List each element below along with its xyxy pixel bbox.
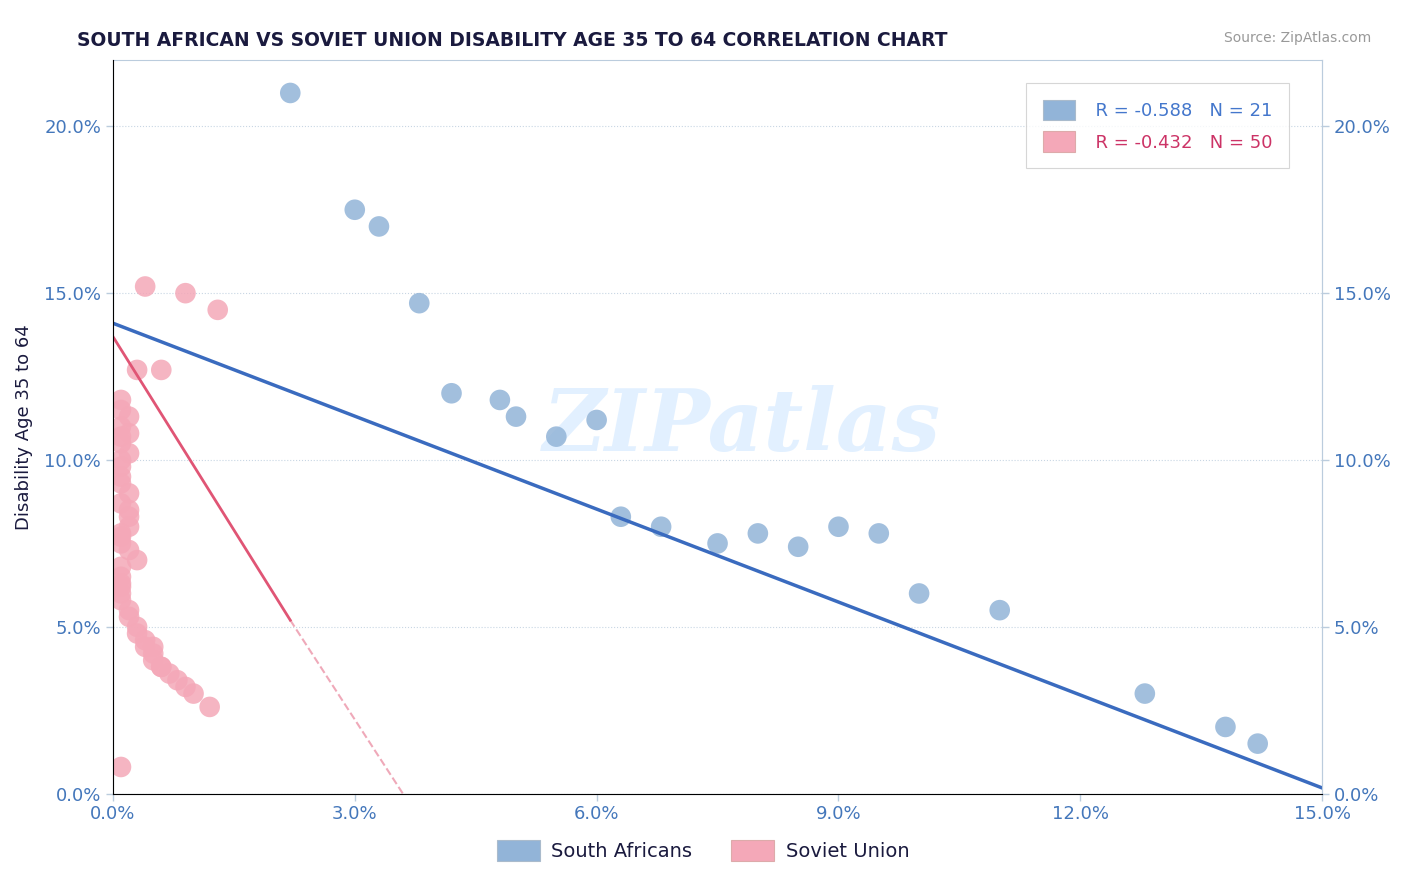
Point <box>118 409 141 424</box>
Point <box>110 459 132 474</box>
Point <box>110 392 132 407</box>
Point <box>157 666 180 681</box>
Point <box>118 610 141 624</box>
Point <box>127 553 149 567</box>
Point <box>278 86 301 100</box>
Point <box>110 419 132 434</box>
Point <box>1133 687 1156 701</box>
Point <box>110 436 132 450</box>
Point <box>110 430 132 444</box>
Point <box>142 640 165 654</box>
Point <box>110 576 132 591</box>
Point <box>134 640 156 654</box>
Point <box>198 700 221 714</box>
Point <box>127 363 149 377</box>
Point <box>142 653 165 667</box>
Point <box>546 430 568 444</box>
Point <box>505 409 527 424</box>
Point <box>827 520 849 534</box>
Point <box>368 219 391 234</box>
Point <box>908 586 931 600</box>
Text: SOUTH AFRICAN VS SOVIET UNION DISABILITY AGE 35 TO 64 CORRELATION CHART: SOUTH AFRICAN VS SOVIET UNION DISABILITY… <box>77 31 948 50</box>
Point <box>118 520 141 534</box>
Point <box>118 446 141 460</box>
Point <box>118 426 141 441</box>
Legend:   R = -0.588   N = 21,   R = -0.432   N = 50: R = -0.588 N = 21, R = -0.432 N = 50 <box>1026 83 1289 169</box>
Point <box>787 540 810 554</box>
Point <box>610 509 633 524</box>
Point <box>440 386 463 401</box>
Point <box>110 760 132 774</box>
Point <box>110 559 132 574</box>
Point <box>747 526 769 541</box>
Point <box>868 526 890 541</box>
Point <box>118 509 141 524</box>
Point <box>1215 720 1237 734</box>
Point <box>134 279 156 293</box>
Point <box>174 680 197 694</box>
Point <box>650 520 672 534</box>
Point <box>118 603 141 617</box>
Point <box>142 647 165 661</box>
Point <box>110 496 132 510</box>
Point <box>127 620 149 634</box>
Point <box>118 503 141 517</box>
Point <box>489 392 512 407</box>
Point <box>150 363 173 377</box>
Point <box>110 570 132 584</box>
Y-axis label: Disability Age 35 to 64: Disability Age 35 to 64 <box>15 324 32 530</box>
Point <box>118 486 141 500</box>
Point <box>110 476 132 491</box>
Point <box>110 536 132 550</box>
Point <box>118 543 141 558</box>
Point <box>110 593 132 607</box>
Point <box>110 530 132 544</box>
Point <box>988 603 1011 617</box>
Point <box>183 687 205 701</box>
Point <box>110 453 132 467</box>
Point <box>110 403 132 417</box>
Point <box>110 526 132 541</box>
Point <box>150 660 173 674</box>
Point <box>166 673 188 688</box>
Point <box>150 660 173 674</box>
Legend: South Africans, Soviet Union: South Africans, Soviet Union <box>489 832 917 869</box>
Point <box>706 536 728 550</box>
Point <box>1247 737 1270 751</box>
Point <box>110 580 132 594</box>
Point <box>134 633 156 648</box>
Point <box>343 202 366 217</box>
Text: ZIPatlas: ZIPatlas <box>543 384 941 468</box>
Point <box>408 296 430 310</box>
Point <box>127 626 149 640</box>
Point <box>174 286 197 301</box>
Point <box>207 302 229 317</box>
Text: Source: ZipAtlas.com: Source: ZipAtlas.com <box>1223 31 1371 45</box>
Point <box>110 586 132 600</box>
Point <box>585 413 607 427</box>
Point <box>110 469 132 483</box>
